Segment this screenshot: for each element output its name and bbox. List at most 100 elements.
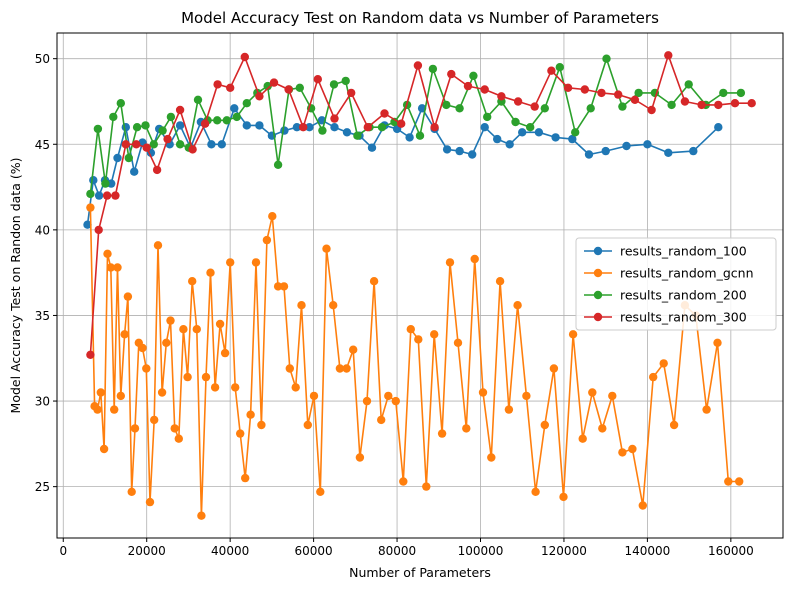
data-point [530, 102, 539, 111]
data-point [563, 83, 573, 93]
data-point [347, 88, 356, 98]
data-point [531, 487, 540, 496]
x-tick-label: 0 [59, 544, 67, 558]
data-point [380, 109, 389, 118]
data-point [390, 117, 399, 127]
legend-swatch-marker [593, 268, 603, 278]
data-point [442, 100, 451, 110]
data-point [719, 88, 728, 98]
data-point [568, 134, 577, 144]
data-point [578, 434, 587, 443]
data-point [369, 277, 379, 286]
data-point [316, 487, 325, 496]
data-point [487, 453, 496, 462]
data-point [362, 396, 372, 406]
data-point [297, 301, 306, 310]
data-point [353, 131, 362, 140]
data-point [724, 477, 733, 486]
data-point [83, 220, 92, 229]
data-point [480, 123, 489, 132]
data-point [116, 99, 126, 108]
data-point [608, 391, 617, 401]
data-point [132, 140, 141, 149]
data-point [103, 249, 112, 258]
data-point [86, 189, 95, 199]
data-point [242, 99, 251, 108]
data-point [643, 140, 652, 149]
data-point [453, 338, 463, 347]
data-point [206, 268, 215, 277]
data-point [292, 123, 302, 132]
legend-item: results_random_300 [584, 310, 747, 325]
legend-label: results_random_200 [620, 288, 747, 303]
data-point [511, 117, 520, 127]
data-point [220, 348, 230, 358]
data-point [201, 372, 211, 382]
data-point [445, 258, 455, 267]
data-point [93, 405, 102, 414]
data-point [559, 492, 568, 502]
data-point [430, 330, 439, 339]
y-tick-label: 40 [35, 223, 50, 237]
data-point [330, 114, 339, 123]
data-point [107, 179, 116, 188]
data-point [157, 388, 167, 397]
data-point [415, 131, 425, 140]
data-point [329, 301, 338, 310]
data-point [534, 128, 544, 137]
x-tick-label: 60000 [295, 544, 333, 558]
data-point [736, 88, 746, 98]
data-point [197, 511, 206, 520]
y-tick-label: 50 [35, 52, 50, 66]
data-point [257, 420, 266, 430]
data-point [349, 345, 358, 354]
data-point [113, 263, 122, 272]
data-point [89, 176, 98, 185]
data-point [166, 112, 176, 122]
data-point [597, 88, 606, 98]
data-point [342, 128, 352, 137]
series-layer [83, 51, 756, 520]
data-point [330, 123, 339, 132]
data-point [226, 83, 235, 93]
legend-item: results_random_gcnn [584, 266, 754, 281]
data-point [268, 212, 277, 221]
x-tick-label: 100000 [458, 544, 504, 558]
data-point [318, 126, 327, 135]
data-point [109, 112, 118, 122]
legend-swatch-marker [593, 312, 603, 322]
data-point [152, 165, 162, 175]
data-point [263, 81, 272, 91]
data-point [714, 123, 723, 132]
data-point [175, 121, 185, 130]
x-tick-label: 40000 [211, 544, 249, 558]
data-point [638, 501, 647, 510]
data-point [622, 141, 631, 151]
data-point [522, 391, 531, 401]
data-point [702, 405, 711, 414]
data-point [231, 383, 240, 392]
data-point [647, 105, 656, 115]
data-point [680, 97, 690, 106]
data-point [571, 128, 580, 137]
x-tick-label: 120000 [541, 544, 587, 558]
data-point [513, 97, 523, 106]
y-tick-label: 45 [35, 138, 50, 152]
data-point [183, 372, 192, 382]
data-point [303, 420, 312, 430]
data-point [113, 153, 122, 163]
data-point [747, 99, 756, 108]
legend-item: results_random_100 [584, 244, 747, 259]
data-point [463, 81, 473, 91]
data-point [399, 477, 408, 486]
data-point [649, 372, 658, 382]
data-point [106, 263, 116, 272]
chart-title: Model Accuracy Test on Random data vs Nu… [181, 9, 659, 27]
data-point [130, 167, 139, 176]
data-point [455, 104, 464, 113]
legend-swatch-marker [593, 290, 603, 300]
data-point [217, 140, 226, 149]
legend-label: results_random_300 [620, 310, 747, 325]
data-point [714, 100, 723, 110]
data-point [384, 391, 393, 401]
